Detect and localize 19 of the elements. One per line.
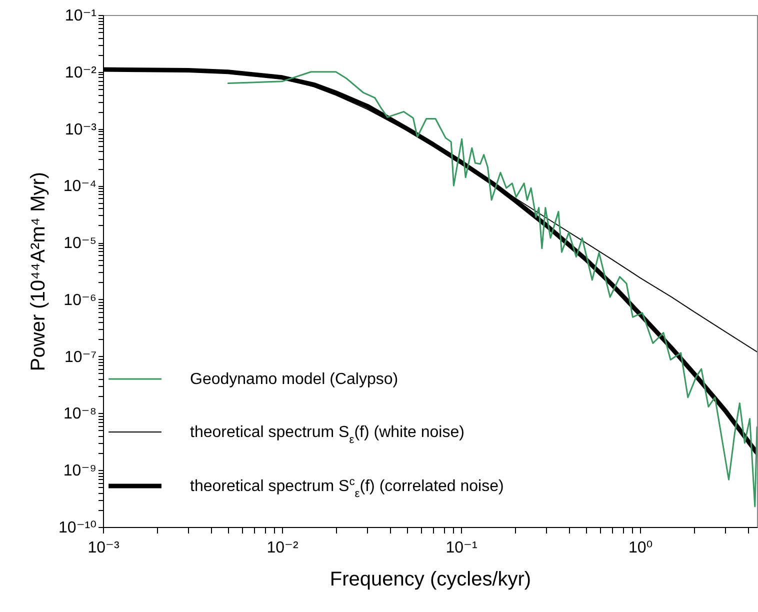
- x-tick-label: 10⁻²: [266, 540, 299, 556]
- x-tick-label: 10⁻³: [88, 540, 120, 556]
- y-tick-label: 10⁻⁹: [63, 462, 96, 480]
- y-tick-label: 10⁻³: [64, 121, 98, 138]
- x-tick-label: 10⁰: [628, 540, 653, 556]
- y-axis-title: Power (10⁴⁴A²m⁴ Myr): [28, 172, 50, 372]
- y-tick-label: 10⁻⁷: [64, 348, 97, 366]
- legend-label: Geodynamo model (Calypso): [190, 371, 398, 388]
- y-tick-label: 10⁻⁸: [64, 406, 96, 423]
- legend-label: theoretical spectrum S$^{c}$$_{ε}$(f) (correlated noise): [190, 476, 504, 500]
- x-tick-label: 10⁻¹: [446, 540, 478, 556]
- y-tick-label: 10⁻¹⁰: [58, 520, 96, 536]
- x-axis-title: Frequency (cycles/kyr): [330, 568, 532, 590]
- y-tick-label: 10⁻²: [64, 64, 98, 82]
- legend-label: theoretical spectrum S$_{ε}$(f) (white noise): [190, 424, 464, 446]
- y-tick-label: 10⁻⁵: [64, 235, 96, 252]
- y-tick-label: 10⁻¹: [64, 8, 96, 24]
- y-tick-label: 10⁻⁶: [64, 292, 96, 309]
- y-tick-label: 10⁻⁴: [63, 178, 97, 196]
